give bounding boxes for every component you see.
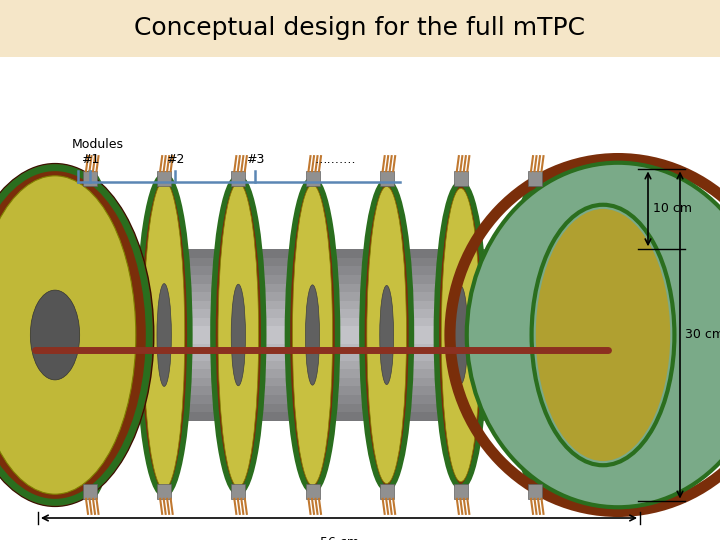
Ellipse shape — [292, 185, 333, 485]
Text: Modules: Modules — [72, 138, 124, 151]
Bar — [157, 171, 171, 186]
Bar — [80, 249, 590, 258]
Bar — [80, 387, 590, 395]
Bar — [454, 484, 468, 499]
Bar — [80, 318, 590, 326]
Ellipse shape — [436, 181, 486, 489]
Ellipse shape — [510, 183, 560, 487]
Ellipse shape — [287, 177, 338, 493]
Bar — [379, 484, 394, 499]
Ellipse shape — [367, 186, 407, 483]
Bar — [80, 403, 590, 412]
Bar — [80, 301, 590, 309]
Bar — [0, 0, 720, 57]
Text: 30 cm: 30 cm — [685, 328, 720, 341]
Ellipse shape — [231, 284, 246, 386]
Bar — [305, 171, 320, 186]
Ellipse shape — [379, 286, 394, 384]
Text: #3: #3 — [246, 153, 264, 166]
Bar — [80, 412, 590, 421]
Ellipse shape — [528, 287, 541, 383]
Ellipse shape — [157, 284, 171, 387]
Ellipse shape — [516, 190, 554, 480]
Ellipse shape — [441, 188, 480, 482]
Bar — [83, 484, 97, 499]
Bar — [80, 369, 590, 378]
Bar — [80, 378, 590, 387]
Ellipse shape — [63, 171, 117, 499]
Ellipse shape — [361, 179, 413, 491]
Bar — [80, 258, 590, 266]
Bar — [80, 352, 590, 361]
Bar — [528, 484, 542, 499]
Text: 10 cm: 10 cm — [653, 202, 692, 215]
Ellipse shape — [0, 176, 136, 494]
Bar — [231, 171, 246, 186]
Bar — [80, 343, 590, 352]
Text: ……….: ………. — [314, 153, 356, 166]
Ellipse shape — [212, 175, 265, 495]
Bar — [83, 171, 97, 186]
Bar — [454, 171, 468, 186]
Bar — [80, 284, 590, 292]
Bar — [80, 292, 590, 301]
Text: #2: #2 — [166, 153, 184, 166]
Bar — [157, 484, 171, 499]
Bar — [80, 335, 590, 343]
Ellipse shape — [305, 285, 320, 385]
Ellipse shape — [69, 179, 111, 491]
Bar — [80, 309, 590, 318]
Bar — [80, 326, 590, 335]
Bar — [528, 171, 542, 186]
Ellipse shape — [536, 209, 670, 461]
Bar — [379, 171, 394, 186]
Ellipse shape — [30, 290, 80, 380]
Text: Conceptual design for the full mTPC: Conceptual design for the full mTPC — [135, 17, 585, 40]
Ellipse shape — [218, 183, 258, 487]
Ellipse shape — [143, 181, 185, 489]
Bar — [80, 395, 590, 403]
Bar — [305, 484, 320, 499]
Ellipse shape — [138, 173, 191, 497]
Text: #1: #1 — [81, 153, 99, 166]
Ellipse shape — [454, 286, 468, 384]
Bar — [80, 361, 590, 369]
Ellipse shape — [467, 163, 720, 507]
Bar — [80, 266, 590, 275]
Text: 56 cm: 56 cm — [320, 536, 359, 540]
Ellipse shape — [0, 164, 154, 507]
Bar — [80, 275, 590, 284]
Ellipse shape — [83, 283, 97, 387]
Bar — [231, 484, 246, 499]
